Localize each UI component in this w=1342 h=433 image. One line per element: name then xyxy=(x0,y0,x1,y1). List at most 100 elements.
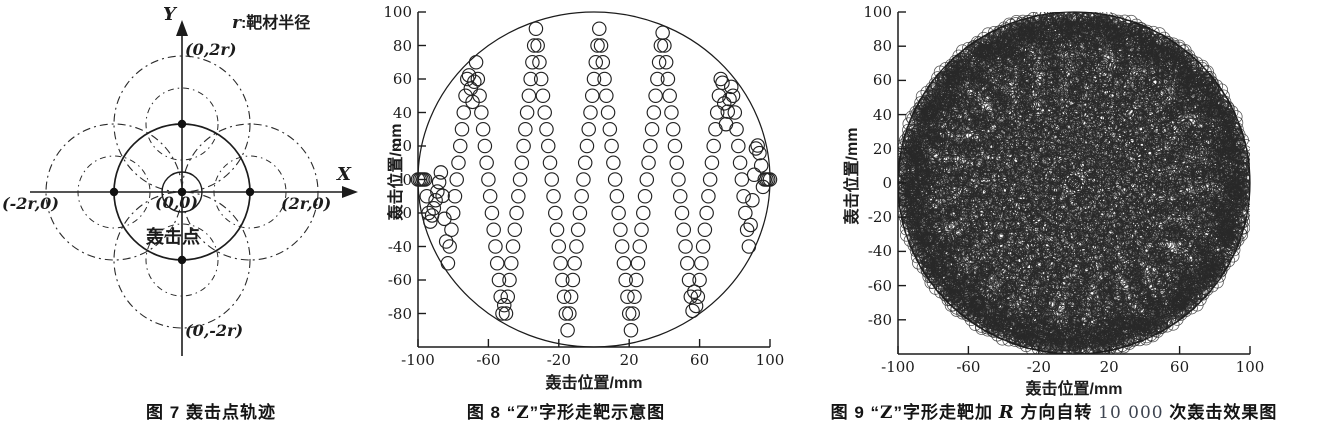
figure9-caption-count: 10 000 xyxy=(1098,403,1164,423)
bombardment-point-marker xyxy=(482,188,498,204)
point-label-left: (-2r,0) xyxy=(2,194,59,213)
bombardment-point-marker xyxy=(646,105,662,120)
y-tick-label: 0 xyxy=(402,170,412,189)
bombardment-point-marker xyxy=(632,239,648,254)
bombardment-point-marker xyxy=(489,255,505,271)
bombardment-point-marker xyxy=(445,205,461,221)
figure9-caption-rvar: R xyxy=(998,402,1015,423)
y-tick-label: -60 xyxy=(867,276,892,295)
bombardment-point-marker xyxy=(607,172,623,187)
figure9-caption-mid: ”字形走靶加 xyxy=(893,403,999,422)
x-tick-label: -60 xyxy=(476,351,501,369)
bombardment-point-marker xyxy=(569,239,584,254)
x-tick-label: 100 xyxy=(1235,358,1265,376)
bombardment-point-marker xyxy=(551,239,567,254)
bombardment-point-marker xyxy=(544,172,560,187)
figure9-rotation-result-plot: 轰击位置/mm 轰击位置/mm -100 -60 -20 20 60 100 100 80 60… xyxy=(836,0,1342,433)
bombardment-point-marker xyxy=(435,188,450,204)
bombardment-point-marker xyxy=(500,289,516,305)
bombardment-point-marker xyxy=(423,214,438,229)
bombardment-point-marker xyxy=(488,239,503,254)
bombardment-point-marker xyxy=(694,255,709,271)
bombardment-point-marker xyxy=(715,75,730,91)
bombardment-point-marker xyxy=(475,121,491,137)
bombardment-point-marker xyxy=(486,222,501,238)
bombardment-point-marker xyxy=(572,205,588,221)
bombardment-point-marker xyxy=(616,255,632,271)
bombardment-point-marker xyxy=(722,91,737,107)
origin-label: (0,0) xyxy=(155,193,198,212)
bombardment-point-marker xyxy=(708,121,723,137)
bombardment-point-marker xyxy=(680,255,695,271)
fig9-plot-svg xyxy=(897,11,1251,355)
trajectory-dots xyxy=(109,119,255,265)
figure9-caption-pre: 图 9 “ xyxy=(830,403,881,422)
bombardment-point-marker xyxy=(472,88,487,104)
bombardment-point-marker xyxy=(523,71,538,87)
figure8-caption-post: ”字形走靶示意图 xyxy=(529,403,666,422)
bombardment-point-marker xyxy=(565,272,581,288)
bombardment-point-marker xyxy=(470,71,486,87)
bombardment-point-marker xyxy=(734,172,750,187)
y-tick-label: 60 xyxy=(392,70,412,88)
bombardment-point-marker xyxy=(667,138,683,154)
bombardment-spot-circle xyxy=(161,171,203,213)
bombardment-point-label: 轰击点 xyxy=(146,227,200,247)
bombardment-point-marker xyxy=(699,205,714,221)
bombardment-point-marker xyxy=(745,192,760,208)
bombardment-point-marker xyxy=(697,222,713,238)
bombardment-point-marker xyxy=(454,121,470,137)
bombardment-point-marker xyxy=(442,239,457,254)
y-tick-label: -40 xyxy=(867,242,892,261)
bombardment-point-marker xyxy=(438,234,454,249)
bombardment-point-marker xyxy=(590,38,605,53)
bombardment-point-marker xyxy=(502,272,517,288)
bombardment-point-marker xyxy=(579,138,595,154)
bombardment-point-marker xyxy=(702,172,718,187)
bombardment-point-marker xyxy=(741,239,757,254)
bombardment-point-marker xyxy=(491,272,507,288)
y-tick-label: 100 xyxy=(383,3,412,21)
x-tick-label: -100 xyxy=(401,351,435,369)
bombardment-point-marker xyxy=(542,155,558,171)
bombardment-point-marker xyxy=(533,71,549,87)
bombardment-point-marker xyxy=(650,71,665,87)
bombardment-point-marker xyxy=(634,222,649,238)
bombardment-point-marker xyxy=(516,138,531,154)
bombardment-point-markers xyxy=(410,21,778,338)
bombardment-point-marker xyxy=(602,121,618,137)
figure7-caption: 图 7 轰击点轨迹 xyxy=(146,403,276,422)
bombardment-point-marker xyxy=(505,239,521,254)
bombardment-point-marker xyxy=(620,289,635,305)
point-label-top: (0,2r) xyxy=(185,40,237,59)
bombardment-point-marker xyxy=(530,38,545,53)
bombardment-point-marker xyxy=(701,188,716,204)
bombardment-point-marker xyxy=(748,141,764,156)
bombardment-point-marker xyxy=(535,88,551,104)
bombardment-point-marker xyxy=(709,105,725,120)
bombardment-point-marker xyxy=(732,155,748,171)
bombardment-point-marker xyxy=(597,71,612,87)
bombardment-point-marker xyxy=(676,222,692,238)
bombardment-point-marker xyxy=(739,222,755,238)
bombardment-point-marker xyxy=(746,167,762,183)
bombardment-point-marker xyxy=(724,79,739,95)
bombardment-point-marker xyxy=(669,155,684,171)
bombardment-point-marker xyxy=(449,172,464,187)
bombardment-point-marker xyxy=(484,205,500,221)
bombardment-point-marker xyxy=(467,74,482,90)
bombardment-point-marker xyxy=(509,205,524,221)
figure8-caption: 图 8 “Z”字形走靶示意图 xyxy=(467,398,665,423)
figure9-caption-mid2: 方向自转 xyxy=(1014,403,1099,422)
bombardment-point-marker xyxy=(687,284,702,299)
bombardment-point-marker xyxy=(417,172,433,187)
bombardment-point-marker xyxy=(688,298,704,314)
bombardment-point-marker xyxy=(456,105,472,120)
bombardment-point-marker xyxy=(738,205,753,221)
bombardment-point-marker xyxy=(562,306,577,321)
point-label-right: (2r,0) xyxy=(281,194,332,213)
bombardment-point-marker xyxy=(507,222,523,238)
bombardment-point-marker xyxy=(600,105,616,120)
bombardment-point-marker xyxy=(621,306,637,321)
bombardment-point-marker xyxy=(644,121,660,137)
